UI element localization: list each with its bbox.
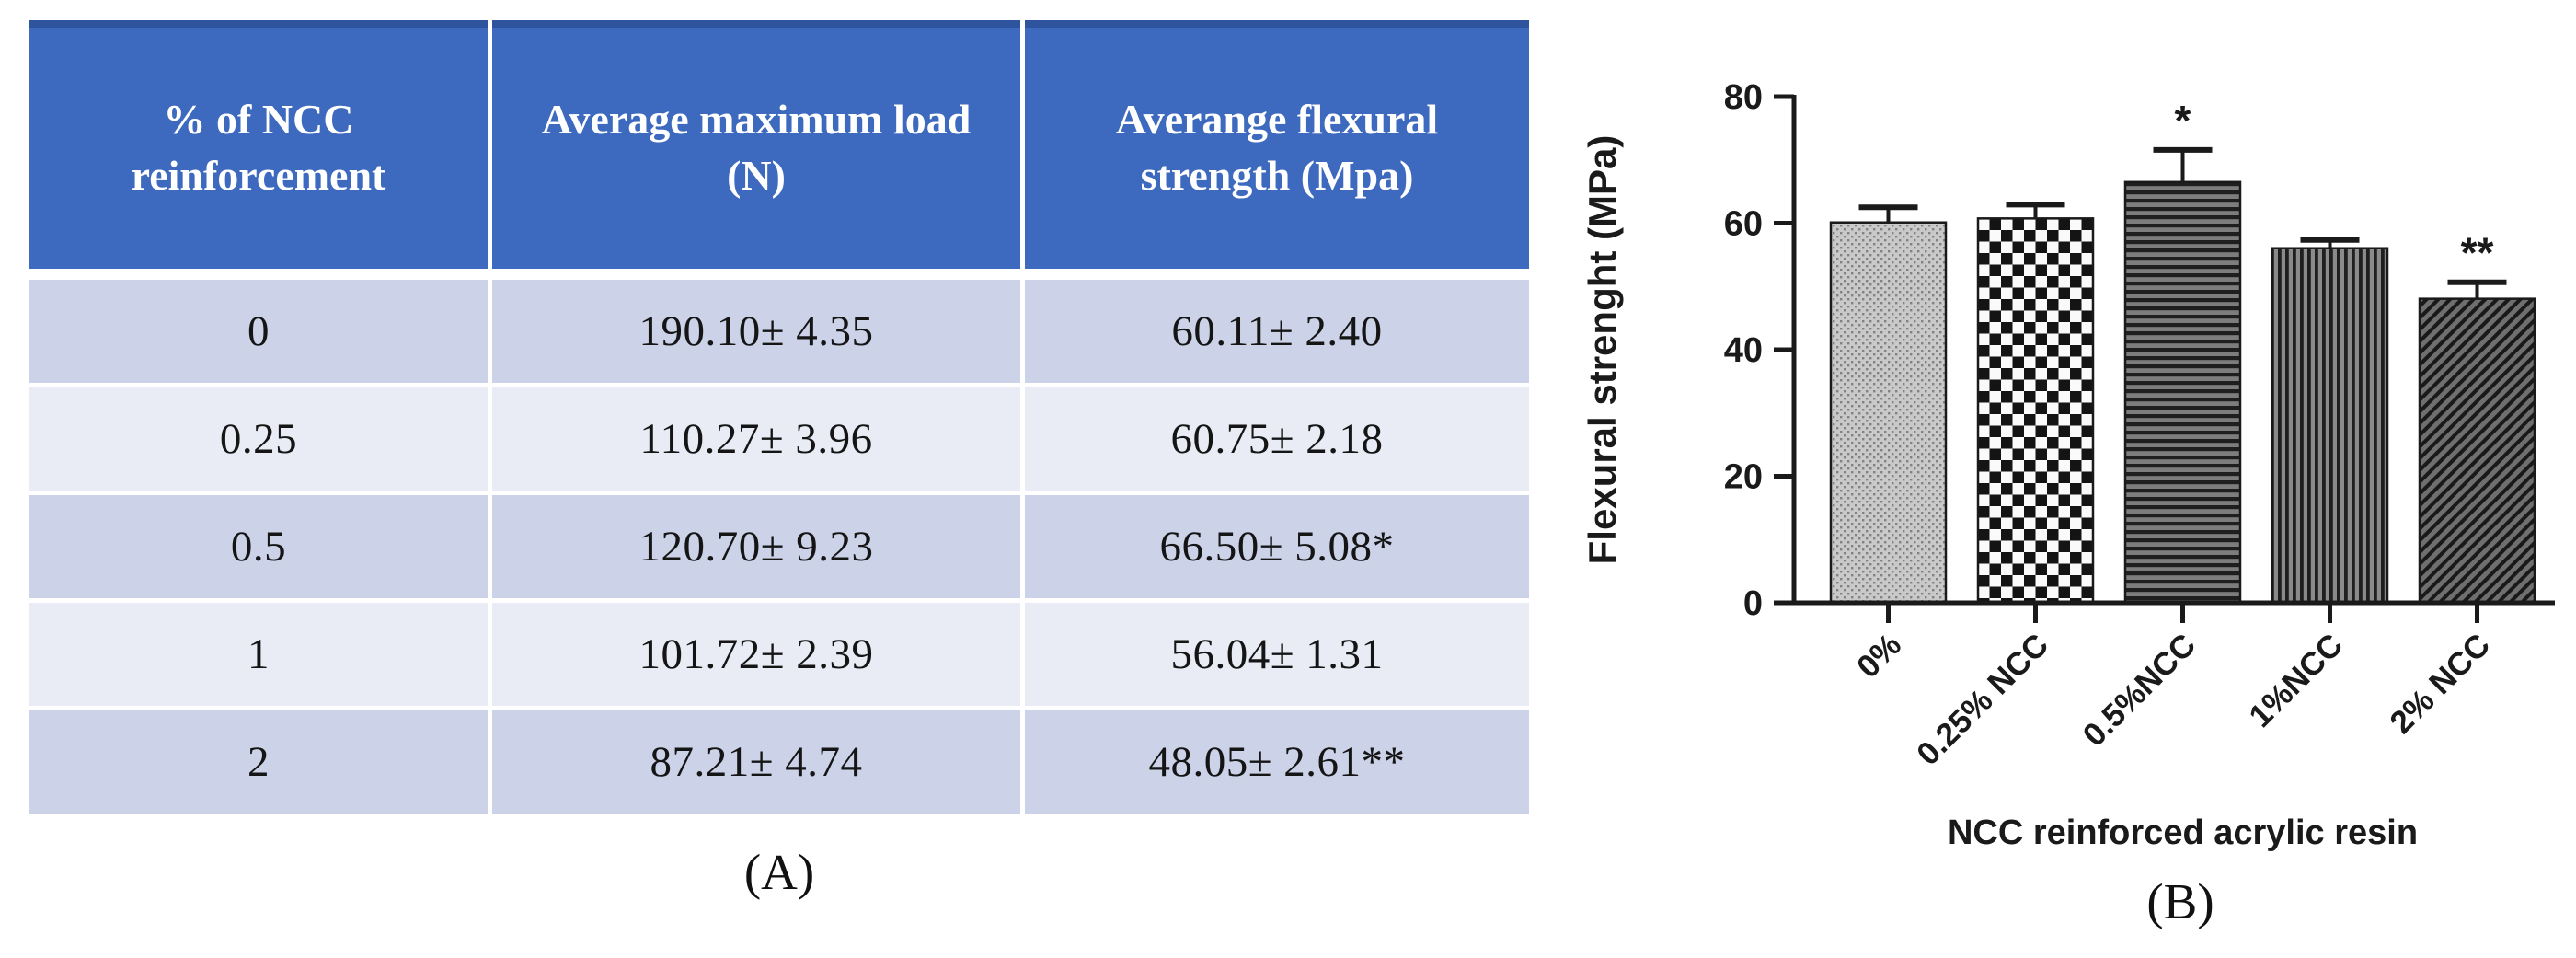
panel-a-caption: (A) [743, 844, 815, 900]
panel-b-caption: (B) [2146, 873, 2214, 929]
table-header-cell-ncc-percent: % of NCC reinforcement [29, 20, 488, 269]
y-tick-label: 0 [1743, 584, 1763, 623]
y-tick-label: 40 [1724, 331, 1763, 370]
significance-marker: ** [2461, 229, 2494, 277]
y-axis-label: Flexural strenght (MPa) [1581, 135, 1624, 565]
x-tick-label: 2% NCC [2383, 627, 2497, 741]
x-tick-label: 1%NCC [2242, 627, 2350, 734]
flexural-strength-bar-chart: 0% 0.25% NCC * 0.5%NCC 1%NCC ** 2% NCC 0 20 40 60 8… [1581, 78, 2555, 852]
panel-b: 0% 0.25% NCC * 0.5%NCC 1%NCC ** 2% NCC 0 20 40 60 8… [1564, 0, 2576, 958]
bar-1%NCC [2271, 247, 2389, 605]
x-tick-label: 0% [1850, 627, 1908, 685]
y-tick-label: 20 [1724, 458, 1763, 497]
bar-0.5%NCC [2123, 180, 2242, 605]
table-cell: 0.25 [29, 387, 488, 491]
table-row: 0.5 120.70± 9.23 66.50± 5.08* [29, 495, 1529, 598]
table-row: 0.25 110.27± 3.96 60.75± 2.18 [29, 387, 1529, 491]
y-tick-label: 60 [1724, 205, 1763, 244]
table-header-cell-flexural-strength: Averange flexural strength (Mpa) [1025, 20, 1529, 269]
table-cell: 110.27± 3.96 [492, 387, 1020, 491]
table-cell: 60.75± 2.18 [1025, 387, 1529, 491]
table-cell: 101.72± 2.39 [492, 603, 1020, 706]
data-table: % of NCC reinforcement Average maximum l… [29, 20, 1529, 814]
bar-0% [1829, 221, 1948, 605]
table-cell: 190.10± 4.35 [492, 280, 1020, 383]
table-row: 0 190.10± 4.35 60.11± 2.40 [29, 280, 1529, 383]
y-tick-label: 80 [1724, 78, 1763, 117]
table-cell: 60.11± 2.40 [1025, 280, 1529, 383]
x-tick-label: 0.25% NCC [1910, 627, 2055, 772]
table-cell: 1 [29, 603, 488, 706]
table-cell: 0.5 [29, 495, 488, 598]
bar-0.25% NCC [1976, 217, 2095, 605]
plot-area: 0% 0.25% NCC * 0.5%NCC 1%NCC ** 2% NCC 0 20 40 60 8… [1581, 78, 2555, 852]
table-cell: 2 [29, 710, 488, 814]
x-tick-label: 0.5%NCC [2076, 627, 2203, 754]
table-cell: 0 [29, 280, 488, 383]
table-cell: 66.50± 5.08* [1025, 495, 1529, 598]
table-row: 2 87.21± 4.74 48.05± 2.61** [29, 710, 1529, 814]
bar-2% NCC [2418, 297, 2536, 605]
table-header-row: % of NCC reinforcement Average maximum l… [29, 20, 1529, 269]
table-header-cell-max-load: Average maximum load (N) [492, 20, 1020, 269]
table-cell: 120.70± 9.23 [492, 495, 1020, 598]
table-cell: 87.21± 4.74 [492, 710, 1020, 814]
table-body: 0 190.10± 4.35 60.11± 2.40 0.25 110.27± 3.96… [29, 280, 1529, 814]
table-cell: 56.04± 1.31 [1025, 603, 1529, 706]
significance-marker: * [2175, 97, 2191, 144]
panel-a: % of NCC reinforcement Average maximum l… [29, 20, 1529, 901]
table-cell: 48.05± 2.61** [1025, 710, 1529, 814]
x-axis-label: NCC reinforced acrylic resin [1948, 814, 2418, 852]
table-row: 1 101.72± 2.39 56.04± 1.31 [29, 603, 1529, 706]
